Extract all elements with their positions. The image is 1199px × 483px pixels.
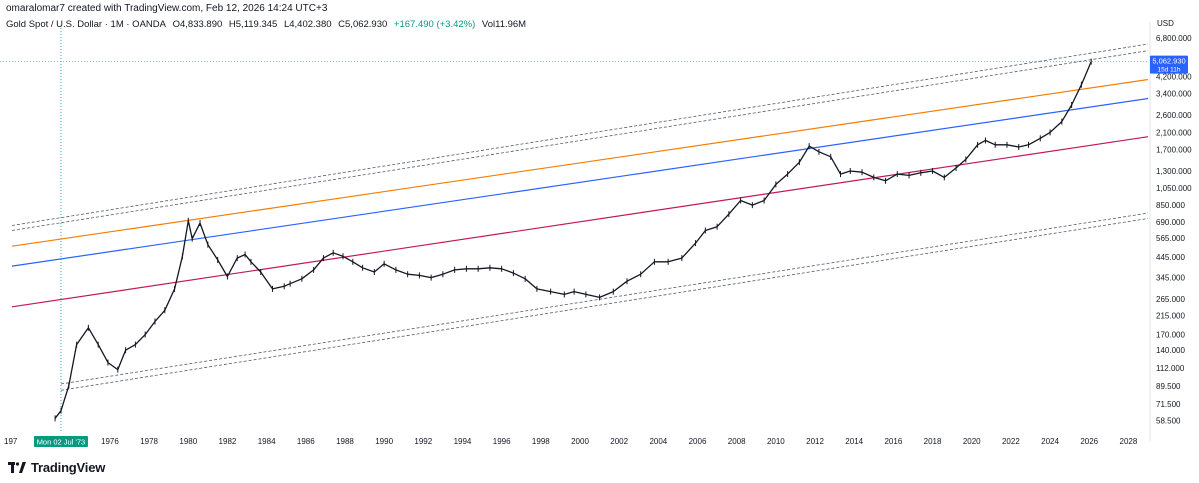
x-tick-label: 2002 [610,437,628,446]
y-tick-label: 1,700.000 [1156,145,1192,154]
y-tick-label: 140.000 [1156,346,1185,355]
y-tick-label: 1,300.000 [1156,167,1192,176]
x-tick-label: 2022 [1002,437,1020,446]
x-tick-label: 2004 [649,437,667,446]
trendline-dashed-3 [11,43,1149,226]
price-series-line [54,61,1092,419]
x-tick-label: 2010 [767,437,785,446]
x-tick-label: 2024 [1041,437,1059,446]
x-tick-label: 1978 [140,437,158,446]
x-tick-label: 2000 [571,437,589,446]
x-tick-label: 1982 [219,437,237,446]
trendline-orange-0 [11,78,1149,247]
tradingview-logo-icon [8,461,26,473]
y-tick-label: 58.500 [1156,416,1181,425]
ohlc-change: +167.490 (+3.42%) [393,19,476,30]
x-tick-label: 2028 [1120,437,1138,446]
trendline-blue-1 [11,97,1149,267]
x-tick-label: 1990 [375,437,393,446]
trendline-dashed-4 [11,50,1149,231]
symbol-legend: Gold Spot / U.S. Dollar · 1M · OANDA O4,… [6,19,530,30]
last-price-tag [1150,55,1188,74]
y-tick-label: 71.500 [1156,400,1181,409]
last-price-countdown: 15d 11h [1157,67,1180,74]
ohlc-open: O4,833.890 [172,19,223,30]
x-tick-label: 1998 [532,437,550,446]
y-tick-label: 170.000 [1156,331,1185,340]
volume-value: Vol11.96M [481,19,527,30]
x-tick-label: 1988 [336,437,354,446]
y-tick-label: 265.000 [1156,295,1185,304]
y-tick-label: 690.000 [1156,218,1185,227]
x-tick-label-partial: 197 [4,437,18,446]
x-tick-label: 2020 [963,437,981,446]
y-tick-label: 345.000 [1156,274,1185,283]
crosshair-time-label: Mon 02 Jul '73 [37,438,86,447]
x-tick-label: 1976 [101,437,119,446]
currency-label: USD [1157,19,1174,28]
x-tick-label: 2008 [728,437,746,446]
x-tick-label: 1984 [258,437,276,446]
tradingview-logo-text: TradingView [31,459,106,475]
x-tick-label: 1986 [297,437,315,446]
y-tick-label: 1,050.000 [1156,184,1192,193]
y-tick-label: 2,100.000 [1156,128,1192,137]
header-caption: omaralomar7 created with TradingView.com… [6,3,328,14]
last-price-value: 5,062.930 [1152,57,1185,66]
ohlc-close: C5,062.930 [338,19,388,30]
ohlc-low: L4,402.380 [283,19,332,30]
x-tick-label: 1996 [493,437,511,446]
y-tick-label: 89.500 [1156,382,1181,391]
ohlc-high: H5,119.345 [228,19,278,30]
symbol-name[interactable]: Gold Spot / U.S. Dollar · 1M · OANDA [6,19,166,30]
y-tick-label: 6,800.000 [1156,34,1192,43]
trendline-dashed-6 [60,218,1149,391]
y-tick-label: 215.000 [1156,312,1185,321]
tradingview-logo: TradingView [8,459,105,475]
x-tick-label: 1992 [414,437,432,446]
y-tick-label: 112.000 [1156,364,1185,373]
x-tick-label: 2006 [689,437,707,446]
y-tick-label: 445.000 [1156,253,1185,262]
x-tick-label: 1994 [454,437,472,446]
x-tick-label: 2016 [884,437,902,446]
x-tick-label: 2026 [1080,437,1098,446]
x-tick-label: 2014 [845,437,863,446]
y-tick-label: 565.000 [1156,234,1185,243]
trendline-dashed-5 [60,212,1149,385]
y-tick-label: 2,600.000 [1156,111,1192,120]
y-tick-label: 4,200.000 [1156,73,1192,82]
x-tick-label: 2012 [806,437,824,446]
crosshair-time-box [33,436,88,447]
y-tick-label: 3,400.000 [1156,90,1192,99]
x-tick-label: 2018 [924,437,942,446]
y-tick-label: 850.000 [1156,201,1185,210]
x-tick-label: 1980 [179,437,197,446]
